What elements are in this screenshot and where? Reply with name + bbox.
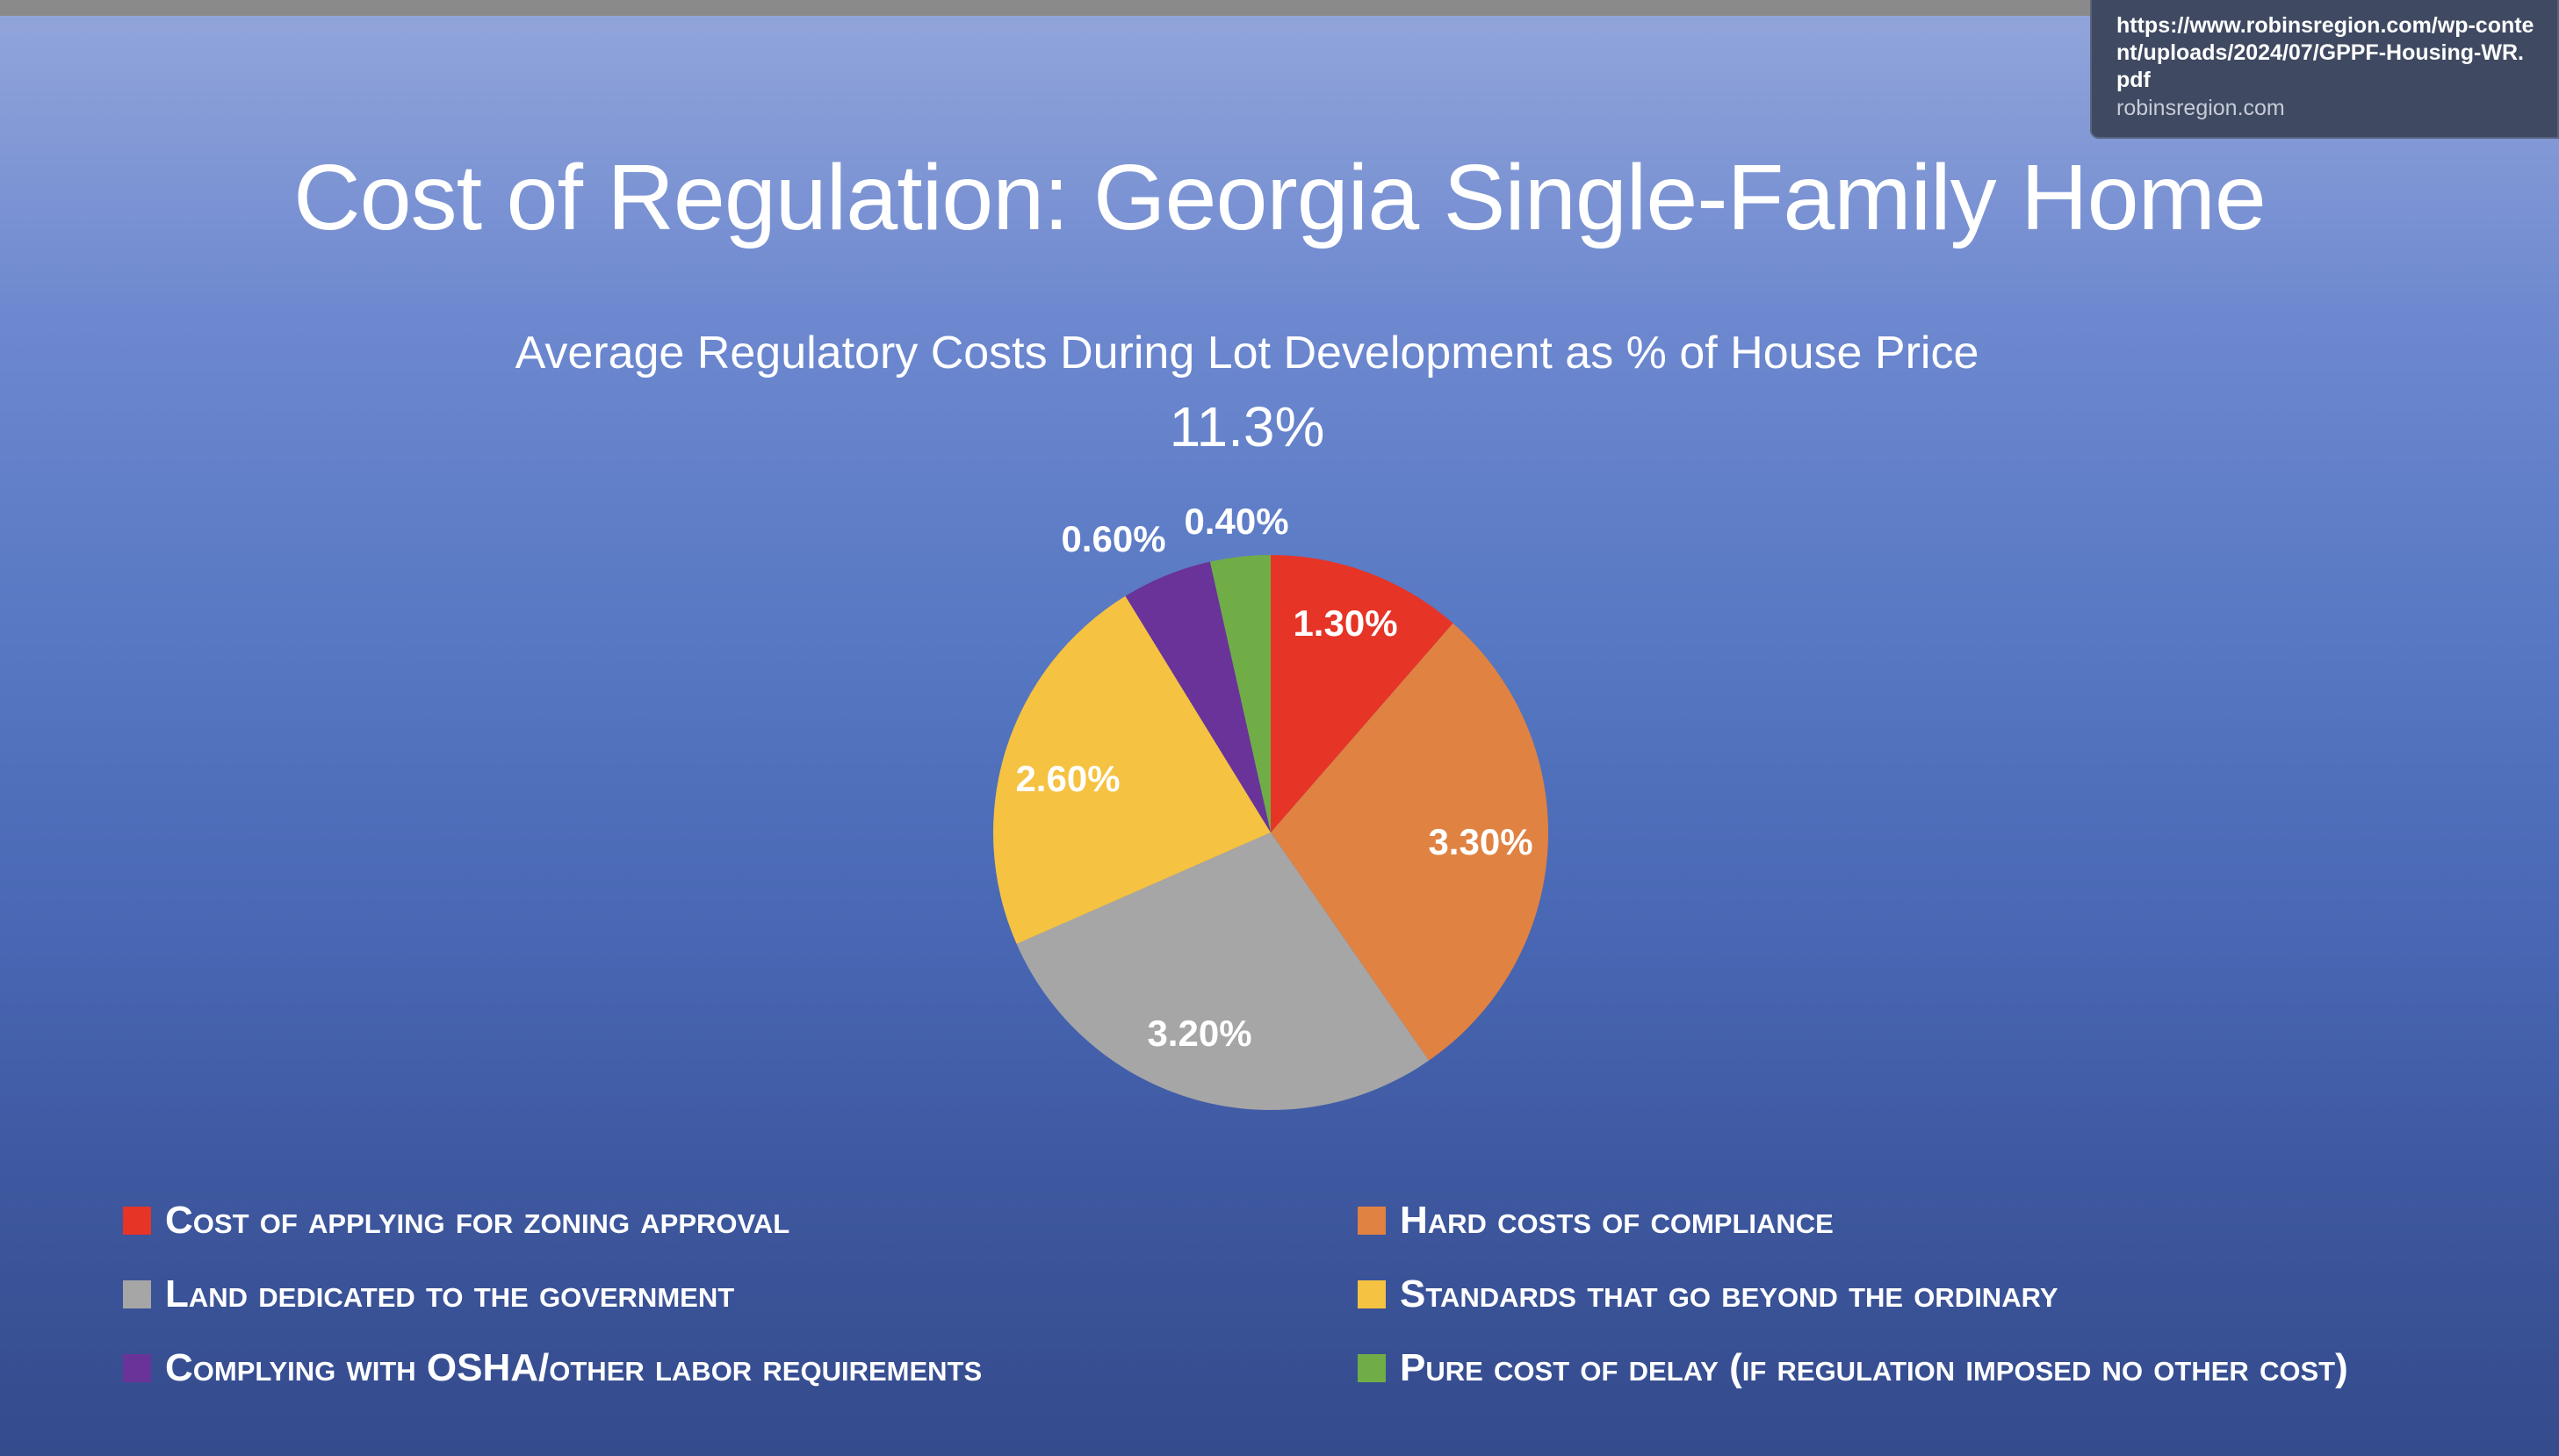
- chart-total: 11.3%: [1169, 395, 1325, 458]
- legend-item: Pure cost of delay (if regulation impose…: [1358, 1342, 2348, 1395]
- pie-slice-label: 3.20%: [1147, 1013, 1251, 1054]
- legend-label: Hard costs of compliance: [1400, 1199, 1834, 1242]
- pie-slice-label: 0.40%: [1184, 501, 1288, 542]
- pie-slice: [1271, 555, 1453, 833]
- legend-item: Standards that go beyond the ordinary: [1358, 1268, 2058, 1321]
- pie-slice: [1125, 561, 1271, 833]
- slide-title: Cost of Regulation: Georgia Single-Famil…: [293, 146, 2267, 249]
- tooltip-domain: robinsregion.com: [2116, 96, 2285, 120]
- legend-swatch: [123, 1207, 151, 1235]
- legend-label: Complying with OSHA/other labor requirem…: [165, 1346, 983, 1389]
- pie-slice-label: 0.60%: [1061, 518, 1165, 559]
- pie-slice: [993, 595, 1271, 944]
- pie-slice-label: 1.30%: [1293, 602, 1397, 644]
- legend-label: Standards that go beyond the ordinary: [1400, 1272, 2058, 1315]
- tooltip-url: https://www.robinsregion.com/wp-content/…: [2116, 13, 2534, 92]
- legend-label: Cost of applying for zoning approval: [165, 1199, 790, 1242]
- pie-slice: [1209, 555, 1271, 833]
- pie-slice: [1016, 833, 1430, 1111]
- legend-item: Complying with OSHA/other labor requirem…: [123, 1342, 982, 1395]
- legend-swatch: [1358, 1207, 1386, 1235]
- legend-label: Land dedicated to the government: [165, 1272, 735, 1315]
- browser-top-bar: [0, 0, 2559, 16]
- pie-slice-label: 3.30%: [1428, 821, 1532, 862]
- legend-item: Land dedicated to the government: [123, 1268, 734, 1321]
- legend-swatch: [1358, 1280, 1386, 1308]
- chart-title: Average Regulatory Costs During Lot Deve…: [515, 328, 1979, 378]
- pie-slice: [1271, 623, 1548, 1061]
- pie-slice-label: 2.60%: [1015, 758, 1120, 799]
- legend-swatch: [123, 1280, 151, 1308]
- legend-item: Cost of applying for zoning approval: [123, 1194, 789, 1247]
- legend-label: Pure cost of delay (if regulation impose…: [1400, 1346, 2348, 1389]
- legend-swatch: [123, 1354, 151, 1382]
- legend-item: Hard costs of compliance: [1358, 1194, 1834, 1247]
- legend-swatch: [1358, 1354, 1386, 1382]
- link-tooltip: https://www.robinsregion.com/wp-content/…: [2090, 0, 2559, 139]
